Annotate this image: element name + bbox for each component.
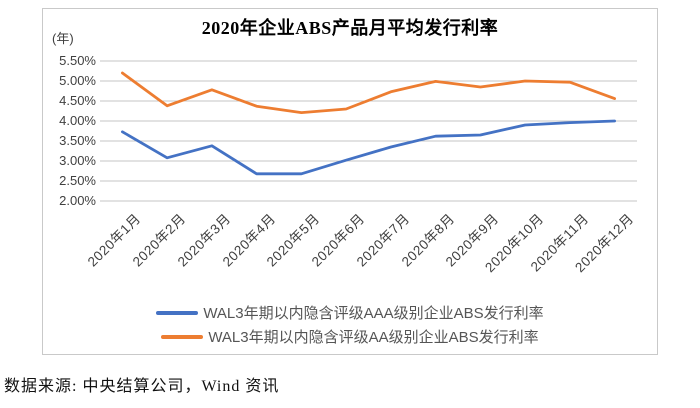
series-line-aaa <box>121 119 616 176</box>
chart-title: 2020年企业ABS产品月平均发行利率 <box>201 18 499 38</box>
legend-item-aa: WAL3年期以内隐含评级AA级别企业ABS发行利率 <box>161 326 539 347</box>
y-axis-tick-label: 2.50% <box>59 173 96 188</box>
source-note: 数据来源: 中央结算公司，Wind 资讯 <box>4 378 280 395</box>
y-axis-tick-label: 5.00% <box>59 73 96 88</box>
y-axis-tick-label: 3.00% <box>59 153 96 168</box>
chart-container: 2020年企业ABS产品月平均发行利率 (年) 5.50% 5.00% 4.50% 4… <box>42 8 658 355</box>
legend-label: WAL3年期以内隐含评级AAA级别企业ABS发行利率 <box>203 305 544 322</box>
y-axis-tick-label: 3.50% <box>59 133 96 148</box>
legend-swatch-aaa-line <box>156 310 199 315</box>
legend: WAL3年期以内隐含评级AAA级别企业ABS发行利率 WAL3年期以内隐含评级AA… <box>43 302 657 347</box>
plot-area <box>100 60 637 202</box>
y-axis-tick-label: 5.50% <box>59 53 96 68</box>
y-axis-tick-label: 4.00% <box>59 113 96 128</box>
y-axis-tick-label: 2.00% <box>59 193 96 208</box>
legend-swatch-aa-line <box>161 334 204 339</box>
series-line-aa <box>121 71 616 114</box>
legend-item-aaa: WAL3年期以内隐含评级AAA级别企业ABS发行利率 <box>156 302 544 323</box>
legend-label: WAL3年期以内隐含评级AA级别企业ABS发行利率 <box>208 329 539 346</box>
y-axis-tick-label: 4.50% <box>59 93 96 108</box>
y-axis-unit-label: (年) <box>52 31 74 46</box>
